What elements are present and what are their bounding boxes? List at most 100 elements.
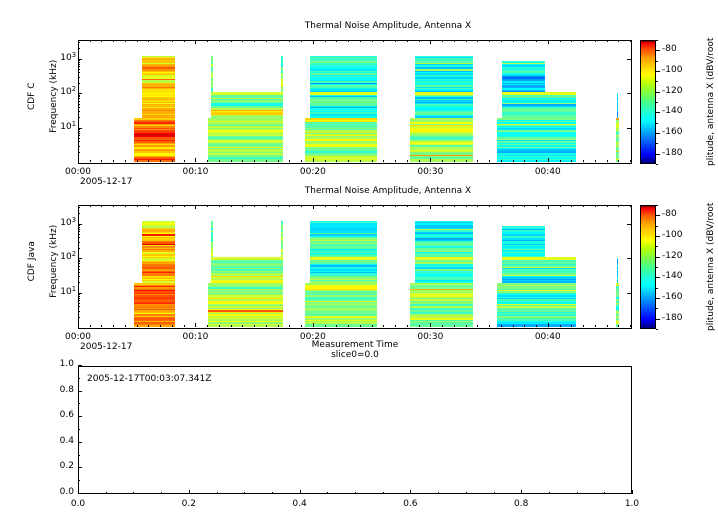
spectrogram-scanline [207,127,284,130]
panel1-xtick-minor [524,160,525,162]
spectrogram-scanline [134,129,176,132]
panel1-ytick-minor [78,96,80,97]
spectrogram-scanline [142,90,176,93]
spectrogram-scanline [310,89,378,92]
spectrogram-scanline [497,287,576,290]
panel1-xtick-top [430,40,431,44]
colorbar-tick-minor [656,92,658,93]
colorbar-tick [656,92,660,93]
spectrogram-scanline [207,131,284,134]
panel1-xtick-top [607,40,608,42]
ytick-exponent: 1 [71,119,76,128]
spectrogram-scanline [410,292,473,295]
spectrogram-scanline [210,101,284,104]
spectrogram-scanline [210,86,213,89]
spectrogram-scanline [142,265,176,268]
spectrogram-block [497,283,576,327]
spectrogram-scanline [210,259,284,262]
spectrogram-scanline [281,86,284,89]
spectrogram-scanline [616,104,619,108]
spectrogram-scanline [502,111,576,114]
spectrogram-scanline [502,265,576,268]
spectrogram-scanline [134,325,176,327]
spectrogram-scanline [134,299,176,302]
spectrogram-scanline [615,145,620,148]
spectrogram-scanline [616,114,619,117]
panel1-xtick-top [395,40,396,42]
spectrogram-scanline [142,74,176,77]
spectrogram-scanline [134,318,176,321]
spectrogram-scanline [305,157,378,160]
spectrogram-scanline [616,268,619,271]
panel1-xtick-minor [254,160,255,162]
spectrogram-scanline [305,294,378,297]
panel3-xtick-minor [327,492,328,494]
spectrogram-scanline [142,55,176,58]
spectrogram-scanline [497,296,576,299]
spectrogram-scanline [142,245,176,248]
panel2-xtick-minor [501,325,502,327]
spectrogram-scanline [142,94,176,97]
spectrogram-scanline [142,85,176,88]
spectrogram-scanline [616,260,619,263]
spectrogram-scanline [414,222,473,225]
spectrogram-scanline [207,133,284,136]
spectrogram-scanline [142,227,176,230]
panel1-xtick-top [560,40,561,42]
panel2-xtick-top [195,205,196,209]
panel1-xtick-top [195,40,196,44]
panel1-xtick-minor [348,160,349,162]
spectrogram-scanline [414,61,473,64]
panel1-xtick-minor [372,160,373,162]
spectrogram-scanline [305,143,378,146]
spectrogram-scanline [134,291,176,294]
spectrogram-scanline [142,112,176,115]
spectrogram-scanline [142,78,176,81]
panel1-xtick-top [501,40,502,42]
panel2-xtick-minor [607,325,608,327]
spectrogram-scanline [134,313,176,316]
spectrogram-scanline [210,113,284,116]
spectrogram-scanline [207,129,284,132]
spectrogram-scanline [281,84,284,87]
spectrogram-scanline [134,118,176,121]
spectrogram-scanline [207,296,284,299]
spectrogram-scanline [502,226,546,229]
spectrogram-scanline [281,73,284,76]
spectrogram-scanline [210,261,284,264]
spectrogram-scanline [305,123,378,126]
panel1-ytick-label: 101 [48,119,76,132]
spectrogram-scanline [615,138,620,141]
spectrogram-scanline [502,249,546,252]
spectrogram-scanline [305,126,378,129]
spectrogram-scanline [497,131,576,134]
spectrogram-scanline [410,156,473,159]
spectrogram-scanline [207,306,284,309]
spectrogram-scanline [310,66,378,69]
spectrogram-scanline [207,118,284,121]
panel1-xtick-minor [536,160,537,162]
panel2-xtick-top [595,205,596,207]
spectrogram-scanline [142,257,176,260]
spectrogram-scanline [310,253,378,256]
spectrogram-scanline [497,124,576,128]
spectrogram-scanline [502,242,546,245]
spectrogram-scanline [210,245,213,248]
panel1-title: Thermal Noise Amplitude, Antenna X [304,21,472,31]
spectrogram-scanline [281,74,284,77]
spectrogram-scanline [310,81,378,84]
spectrogram-scanline [281,59,284,62]
spectrogram-scanline [207,304,284,307]
spectrogram-scanline [281,232,284,235]
colorbar-tick [656,319,660,320]
spectrogram-scanline [616,257,619,260]
spectrogram-block [134,118,176,162]
spectrogram-scanline [281,61,284,64]
spectrogram-scanline [134,302,176,305]
panel2-xtick-top [536,205,537,207]
ytick-exponent: 2 [71,85,76,94]
spectrogram-scanline [134,135,176,138]
spectrogram-scanline [414,69,473,72]
spectrogram-scanline [414,100,473,103]
spectrogram-scanline [210,222,213,225]
